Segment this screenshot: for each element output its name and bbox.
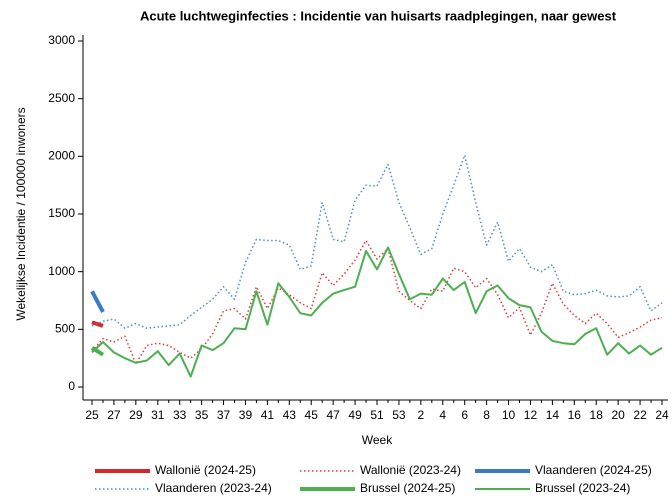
x-tick-label: 27 xyxy=(107,408,121,422)
y-tick-label: 1500 xyxy=(48,206,75,220)
legend-label: Wallonië (2023-24) xyxy=(360,463,461,477)
legend-label: Vlaanderen (2023-24) xyxy=(155,481,272,495)
x-tick-label: 10 xyxy=(502,408,516,422)
x-tick-label: 45 xyxy=(305,408,319,422)
x-tick-label: 24 xyxy=(655,408,669,422)
y-axis-label: Wekelijkse Incidentie / 100000 inwoners xyxy=(14,107,28,320)
x-tick-label: 12 xyxy=(524,408,538,422)
x-tick-label: 14 xyxy=(546,408,560,422)
y-tick-label: 2500 xyxy=(48,91,75,105)
legend-label: Brussel (2023-24) xyxy=(535,481,630,495)
x-tick-label: 31 xyxy=(151,408,165,422)
y-tick-label: 1000 xyxy=(48,264,75,278)
x-tick-label: 51 xyxy=(370,408,384,422)
x-tick-label: 22 xyxy=(633,408,647,422)
x-tick-label: 18 xyxy=(590,408,604,422)
x-tick-label: 49 xyxy=(348,408,362,422)
y-tick-label: 2000 xyxy=(48,149,75,163)
series-line xyxy=(90,290,105,313)
x-tick-label: 6 xyxy=(461,408,468,422)
legend-label: Wallonië (2024-25) xyxy=(155,463,256,477)
x-tick-label: 37 xyxy=(217,408,231,422)
chart-title: Acute luchtweginfecties : Incidentie van… xyxy=(140,8,617,23)
x-tick-label: 16 xyxy=(568,408,582,422)
x-tick-label: 29 xyxy=(129,408,143,422)
x-tick-label: 4 xyxy=(439,408,446,422)
series-line xyxy=(91,154,663,329)
x-tick-label: 8 xyxy=(483,408,490,422)
x-tick-label: 47 xyxy=(326,408,340,422)
x-tick-label: 33 xyxy=(173,408,187,422)
x-tick-label: 39 xyxy=(239,408,253,422)
legend-label: Vlaanderen (2024-25) xyxy=(535,463,652,477)
y-tick-label: 0 xyxy=(68,379,75,393)
series-line xyxy=(91,320,104,328)
x-axis-label: Week xyxy=(362,433,393,447)
x-tick-label: 20 xyxy=(611,408,625,422)
legend-label: Brussel (2024-25) xyxy=(360,481,455,495)
x-tick-label: 53 xyxy=(392,408,406,422)
y-tick-label: 500 xyxy=(55,322,75,336)
x-tick-label: 25 xyxy=(85,408,99,422)
y-tick-label: 3000 xyxy=(48,33,75,47)
x-tick-label: 41 xyxy=(261,408,275,422)
x-tick-label: 43 xyxy=(283,408,297,422)
series-line xyxy=(91,246,663,378)
series-line xyxy=(91,239,663,365)
x-tick-label: 2 xyxy=(418,408,425,422)
x-tick-label: 35 xyxy=(195,408,209,422)
series-line xyxy=(90,346,105,357)
